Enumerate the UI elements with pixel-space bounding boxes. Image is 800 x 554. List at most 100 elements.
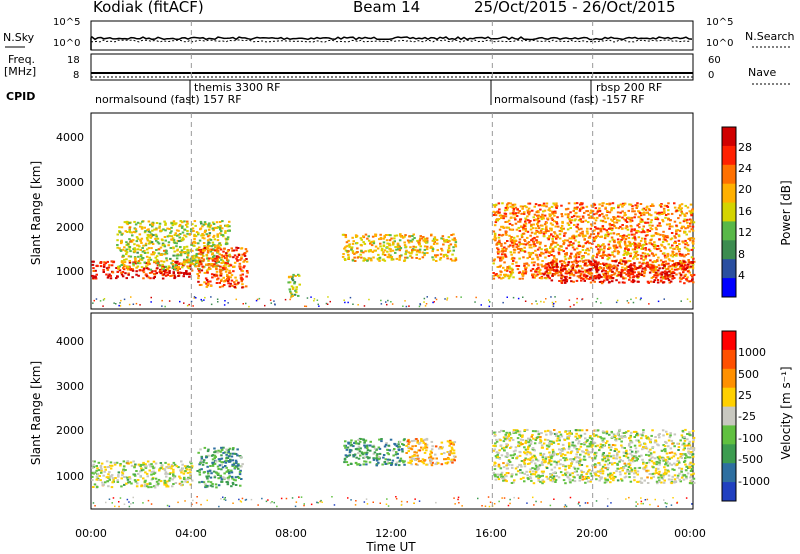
data-cell	[195, 262, 198, 265]
data-cell	[164, 251, 168, 254]
data-cell	[638, 266, 641, 269]
data-cell	[146, 483, 149, 486]
data-cell	[382, 456, 385, 459]
data-cell	[601, 212, 604, 215]
data-cell	[228, 472, 231, 475]
data-cell	[548, 213, 551, 216]
noise-cell	[318, 305, 320, 307]
data-cell	[162, 243, 166, 246]
noise-cell	[576, 301, 578, 304]
data-cell	[161, 242, 165, 245]
data-cell	[135, 240, 139, 243]
data-cell	[672, 247, 675, 250]
data-cell	[450, 446, 454, 449]
data-cell	[672, 271, 675, 274]
data-cell	[162, 268, 165, 271]
data-cell	[501, 256, 505, 259]
data-cell	[344, 246, 347, 249]
data-cell	[607, 227, 611, 230]
data-cell	[633, 262, 636, 265]
data-cell	[148, 256, 151, 259]
data-cell	[120, 242, 123, 245]
data-cell	[550, 279, 554, 282]
data-cell	[392, 454, 395, 457]
noise-cell	[128, 303, 131, 306]
data-cell	[378, 438, 381, 441]
data-cell	[551, 223, 554, 226]
noise-cell	[200, 298, 202, 301]
data-cell	[229, 458, 232, 461]
data-cell	[193, 244, 196, 247]
data-cell	[187, 476, 190, 479]
data-cell	[575, 230, 579, 233]
data-cell	[509, 275, 512, 278]
data-cell	[120, 477, 123, 480]
data-cell	[196, 247, 199, 250]
data-cell	[531, 473, 535, 476]
data-cell	[684, 219, 688, 222]
data-cell	[128, 246, 132, 248]
data-cell	[508, 234, 511, 237]
noise-cell	[405, 305, 408, 308]
data-cell	[200, 457, 204, 460]
data-cell	[403, 438, 406, 441]
data-cell	[186, 249, 190, 252]
noise-cell	[632, 301, 635, 304]
data-cell	[207, 228, 211, 231]
freq-panel-frame	[90, 53, 694, 81]
data-cell	[581, 245, 585, 248]
noise-cell	[306, 297, 309, 299]
data-cell	[298, 283, 301, 286]
data-cell	[628, 203, 631, 206]
data-cell	[159, 268, 162, 271]
data-cell	[175, 257, 179, 260]
data-cell	[358, 437, 362, 440]
data-cell	[652, 266, 655, 269]
data-cell	[518, 210, 521, 212]
data-cell	[213, 249, 217, 252]
data-cell	[575, 208, 578, 211]
data-cell	[203, 245, 206, 247]
data-cell	[503, 253, 507, 256]
data-cell	[406, 256, 409, 259]
data-cell	[531, 273, 534, 276]
data-cell	[583, 279, 586, 282]
data-cell	[662, 207, 666, 210]
data-cell	[551, 235, 555, 238]
data-cell	[564, 474, 568, 477]
data-cell	[135, 266, 138, 269]
data-cell	[563, 255, 567, 258]
data-cell	[509, 270, 512, 273]
data-cell	[213, 238, 217, 241]
data-cell	[148, 231, 152, 234]
data-cell	[603, 228, 606, 231]
data-cell	[145, 472, 149, 475]
noise-cell	[568, 299, 571, 301]
data-cell	[524, 272, 527, 275]
data-cell	[523, 266, 527, 269]
data-cell	[621, 281, 625, 284]
data-cell	[669, 238, 673, 241]
data-cell	[531, 227, 535, 230]
data-cell	[451, 238, 454, 241]
data-cell	[665, 271, 668, 274]
data-cell	[183, 260, 186, 263]
data-cell	[506, 203, 509, 206]
data-cell	[580, 206, 583, 209]
data-cell	[233, 254, 237, 257]
data-cell	[500, 253, 504, 256]
data-cell	[419, 245, 422, 248]
data-cell	[557, 443, 560, 445]
noise-cell	[390, 301, 392, 303]
data-cell	[555, 439, 559, 442]
data-cell	[650, 266, 653, 269]
data-cell	[572, 466, 576, 469]
data-cell	[589, 435, 592, 437]
data-cell	[672, 455, 676, 458]
data-cell	[354, 462, 358, 465]
data-cell	[566, 451, 569, 454]
data-cell	[533, 245, 536, 248]
data-cell	[647, 248, 651, 251]
data-cell	[423, 438, 426, 441]
data-cell	[579, 218, 582, 221]
